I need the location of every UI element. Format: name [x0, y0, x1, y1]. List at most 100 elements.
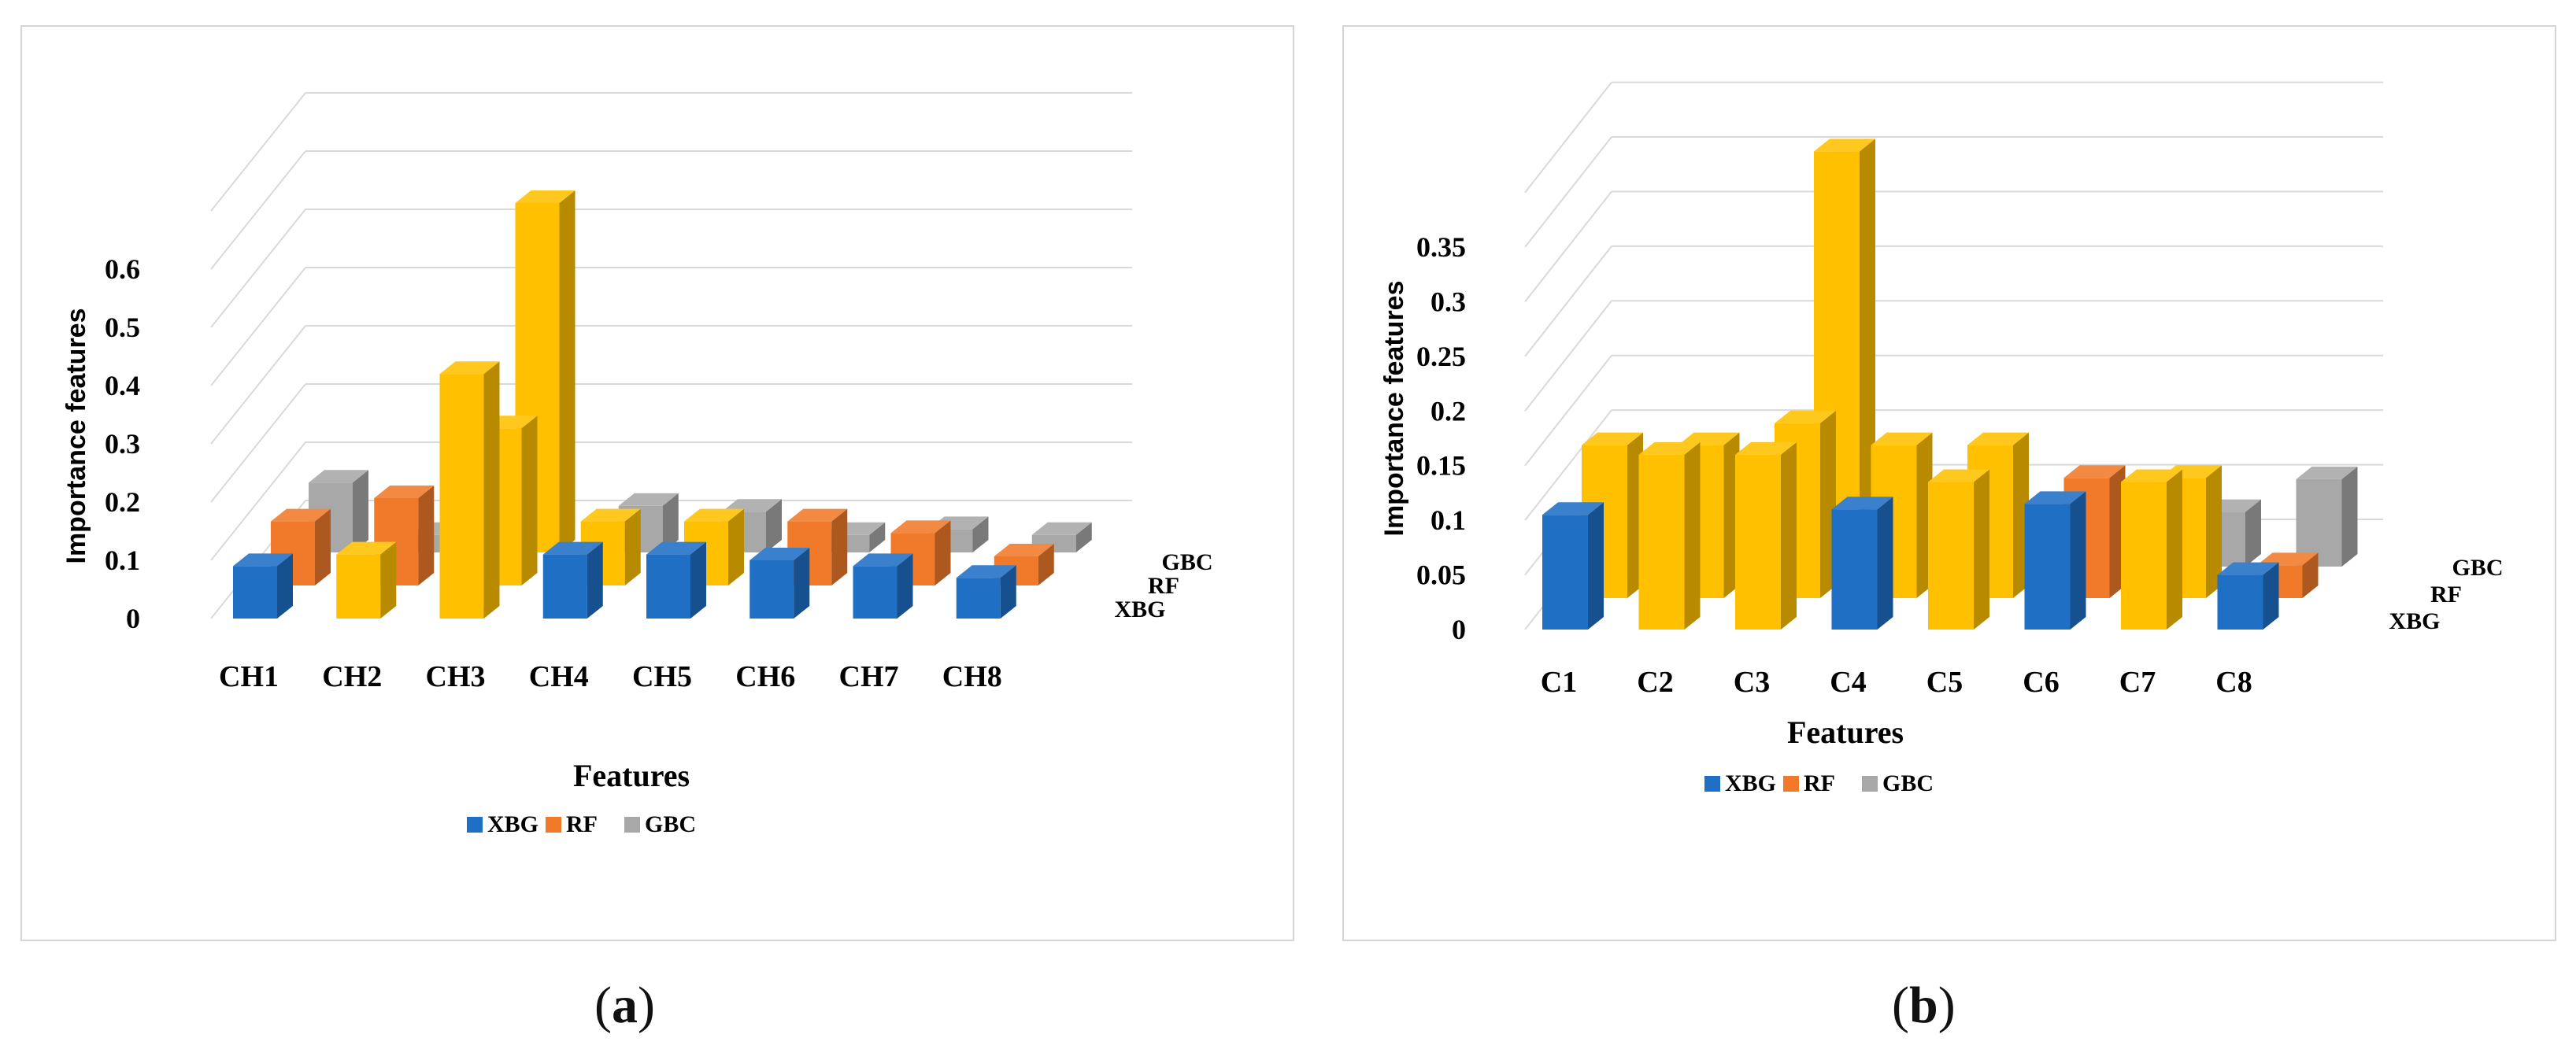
bar-side: [418, 486, 435, 585]
bar-side: [315, 508, 331, 585]
wall-diagonal: [210, 325, 306, 445]
x-tick-label: C8: [2215, 666, 2252, 699]
x-tick-label: C4: [1830, 666, 1866, 699]
wall-diagonal: [210, 150, 306, 270]
bar-top: [439, 361, 500, 375]
bar-XBG-CH4: [542, 554, 587, 619]
bar-side: [277, 553, 293, 619]
bar-GBC-C8: [2296, 478, 2342, 567]
bar-side: [766, 499, 782, 552]
bar-side: [1877, 497, 1893, 630]
bar-side: [972, 516, 989, 552]
bar-top: [515, 190, 576, 203]
bar-side: [521, 416, 538, 585]
chart-panel-a: 0 0.1 0.2 0.3 0.4 0.5 0.6 CH1 CH2 CH3 CH4 CH5 CH6 CH7…: [20, 25, 1294, 941]
y-tick-label: 0.1: [105, 545, 140, 576]
bar-side: [1000, 565, 1016, 619]
bar-XBG-C8: [2217, 574, 2263, 630]
legend: XBG RF GBC: [467, 811, 696, 837]
bar-XBG-CH2: [336, 554, 381, 619]
bar-top: [233, 553, 293, 567]
wall-diagonal: [1524, 190, 1612, 303]
bar-top: [787, 508, 848, 522]
wall-diagonal: [210, 383, 306, 503]
bar-side: [2302, 552, 2319, 598]
bar-side: [794, 548, 810, 619]
x-tick-label: CH6: [735, 660, 795, 693]
y-axis-title: Importance features: [1379, 281, 1409, 537]
bar-top: [2024, 491, 2086, 504]
y-tick-label: 0.25: [1416, 341, 1466, 372]
bar-XBG-CH1: [233, 566, 277, 619]
series-depth-label: GBC: [1161, 549, 1212, 575]
x-tick-label: C5: [1926, 666, 1963, 699]
legend: XBG RF GBC: [1704, 770, 1934, 796]
bar-top: [1775, 410, 1836, 423]
y-tick-label: 0.15: [1416, 450, 1466, 482]
bar-top: [646, 541, 706, 555]
bar-side: [2245, 499, 2261, 567]
legend-swatch-rf: [1783, 776, 1799, 792]
y-tick-label: 0.3: [1430, 286, 1466, 317]
series-depth-label: XBG: [1114, 596, 1165, 622]
wall-diagonal: [210, 441, 306, 561]
x-tick-label: C7: [2119, 666, 2156, 699]
bar-top: [2256, 552, 2319, 566]
bar-top: [853, 553, 913, 567]
wall-diagonal: [1524, 409, 1612, 521]
bar-side: [690, 541, 706, 619]
legend-label-rf: RF: [566, 811, 598, 837]
bar-top: [956, 565, 1016, 578]
bar-side: [380, 541, 397, 619]
wall-diagonal: [210, 92, 306, 212]
bar-top: [2063, 465, 2126, 478]
wall-diagonal: [210, 267, 306, 386]
bar-top: [1871, 432, 1933, 445]
y-tick-label: 0: [1452, 614, 1466, 645]
y-tick-label: 0.4: [105, 370, 140, 401]
bar-top: [271, 508, 331, 522]
y-tick-label: 0.3: [105, 428, 140, 460]
x-tick-label: CH7: [839, 660, 899, 693]
bar-XBG-CH7: [853, 566, 898, 619]
x-tick-label: CH3: [426, 660, 486, 693]
bar-top: [1678, 432, 1740, 445]
bar-side: [897, 553, 913, 619]
bar-side: [869, 522, 886, 552]
bar-top: [542, 541, 603, 555]
bar-side: [1588, 502, 1604, 630]
legend-label-rf: RF: [1804, 770, 1835, 796]
bar-top: [749, 548, 810, 560]
bar-side: [624, 508, 641, 585]
bar-top: [1638, 441, 1701, 455]
bar-XBG-C6: [2024, 504, 2071, 630]
bar-top: [1814, 139, 1875, 152]
bar-side: [1781, 441, 1797, 630]
y-tick-label: 0.05: [1416, 560, 1466, 591]
series-depth-label: XBG: [2389, 608, 2440, 634]
legend-label-gbc: GBC: [1882, 770, 1934, 796]
bar-top: [618, 493, 679, 506]
bar-XBG-CH3: [439, 374, 484, 619]
legend-swatch-rf: [546, 817, 561, 833]
chart-a: 0 0.1 0.2 0.3 0.4 0.5 0.6 CH1 CH2 CH3 CH4 CH5 CH6 CH7…: [61, 92, 1213, 837]
x-tick-label: C3: [1734, 666, 1770, 699]
bar-top: [1582, 432, 1643, 445]
caption-a: (a): [594, 977, 655, 1034]
bar-top: [336, 541, 397, 555]
bar-side: [2341, 466, 2358, 567]
legend-swatch-gbc: [1862, 776, 1878, 792]
bar-top: [1928, 469, 1989, 482]
bar-side: [1684, 441, 1701, 630]
series-depth-label: GBC: [2452, 555, 2503, 581]
legend-label-xbg: XBG: [1725, 770, 1776, 796]
series-depth-label: RF: [2430, 582, 2462, 608]
bar-XBG-C1: [1542, 515, 1588, 630]
bar-side: [935, 520, 951, 585]
bar-side: [2263, 562, 2279, 630]
bar-top: [2217, 562, 2279, 575]
legend-swatch-xbg: [467, 817, 483, 833]
bar-side: [2070, 491, 2086, 630]
x-axis-title: Features: [1787, 715, 1904, 750]
bar-side: [353, 470, 368, 552]
